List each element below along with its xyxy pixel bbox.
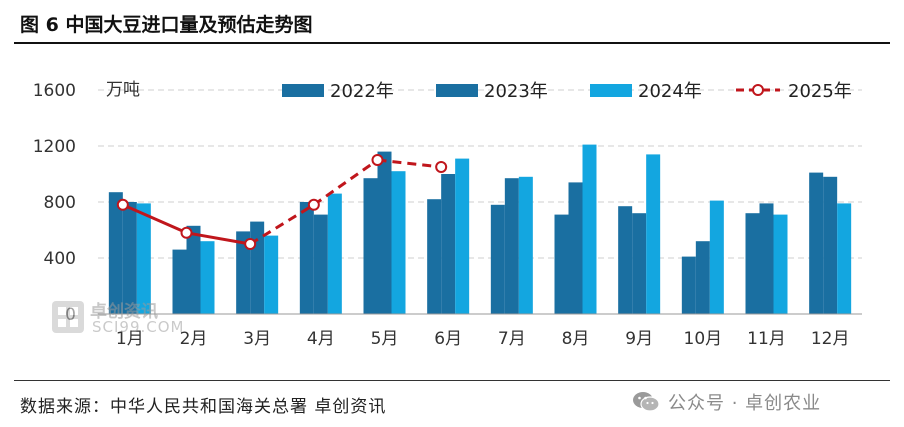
- x-tick-label: 1月: [116, 329, 144, 349]
- legend-label: 2024年: [638, 81, 702, 102]
- line-segment: [377, 158, 442, 169]
- legend-swatch: [282, 84, 324, 97]
- bar-2024年-2月: [200, 241, 215, 314]
- bars: [108, 144, 852, 314]
- chart-watermark: 卓创资讯 SCI99.COM: [50, 297, 220, 339]
- bar-2023年-11月: [759, 203, 774, 314]
- bar-2022年-4月: [299, 202, 314, 314]
- x-tick-label: 12月: [811, 329, 850, 349]
- bar-2022年-1月: [108, 192, 123, 314]
- line-point: [307, 198, 320, 211]
- footer-divider: [14, 380, 890, 381]
- y-axis: 040080012001600: [33, 81, 76, 325]
- line-segment: [312, 158, 379, 207]
- unit-label: 万吨: [106, 80, 140, 100]
- legend-label: 2025年: [788, 81, 852, 102]
- figure-title: 图 6 中国大豆进口量及预估走势图: [20, 14, 313, 36]
- legend-marker: [752, 84, 764, 96]
- x-tick-label: 11月: [747, 329, 786, 349]
- x-tick-label: 6月: [434, 329, 462, 349]
- line-segment: [249, 203, 315, 246]
- title-divider: [14, 42, 890, 44]
- line-point: [244, 238, 257, 250]
- line-segment: [186, 231, 251, 246]
- footer-watermark: 公众号 · 卓创农业: [632, 388, 821, 416]
- line-point: [180, 226, 193, 239]
- bar-2022年-9月: [618, 206, 633, 314]
- x-tick-label: 10月: [684, 329, 723, 349]
- line-point: [116, 198, 129, 211]
- gridlines: [98, 89, 862, 259]
- legend-label: 2023年: [484, 81, 548, 102]
- bar-2023年-9月: [632, 213, 647, 314]
- x-tick-label: 5月: [371, 329, 399, 349]
- chart: 040080012001600 1月2月3月4月5月6月7月8月9月10月11月…: [33, 80, 862, 349]
- bar-2023年-10月: [695, 241, 710, 314]
- watermark-name: 卓创资讯: [90, 302, 158, 322]
- x-tick-label: 3月: [243, 329, 271, 349]
- legend-swatch: [590, 84, 632, 97]
- line-point: [371, 154, 384, 166]
- bar-2022年-12月: [809, 172, 824, 314]
- legend: 2022年 2023年 2024年 2025年: [282, 81, 852, 102]
- line-series: [116, 154, 448, 250]
- bar-2023年-8月: [568, 182, 583, 314]
- bar-2024年-7月: [518, 176, 533, 314]
- x-tick-label: 7月: [498, 329, 526, 349]
- bar-2024年-4月: [327, 193, 342, 314]
- legend-label: 2022年: [330, 81, 394, 102]
- logo-icon: [52, 301, 84, 333]
- bar-2024年-5月: [391, 171, 406, 314]
- bar-2023年-4月: [313, 214, 328, 314]
- bar-2023年-6月: [441, 174, 456, 314]
- title-bar: 图 6 中国大豆进口量及预估走势图: [0, 0, 904, 44]
- y-tick-label: 1200: [33, 137, 76, 157]
- x-tick-label: 2月: [180, 329, 208, 349]
- line-segment: [122, 203, 188, 235]
- bar-2022年-10月: [681, 256, 696, 314]
- watermark-domain: SCI99.COM: [92, 318, 185, 336]
- bar-2023年-7月: [504, 178, 519, 314]
- bar-2022年-7月: [490, 204, 505, 314]
- bar-2022年-6月: [427, 199, 442, 314]
- bar-2023年-2月: [186, 225, 201, 314]
- bar-2024年-12月: [837, 203, 852, 314]
- bar-2022年-8月: [554, 214, 569, 314]
- bar-2024年-3月: [264, 235, 279, 314]
- legend-swatch: [436, 84, 478, 97]
- bar-2023年-12月: [823, 176, 838, 314]
- y-tick-label: 400: [44, 249, 76, 269]
- bar-2024年-1月: [136, 203, 151, 314]
- bar-2024年-10月: [709, 200, 724, 314]
- bar-2024年-11月: [773, 214, 788, 314]
- bar-2024年-9月: [646, 154, 661, 314]
- bar-2023年-3月: [250, 221, 265, 314]
- source-note: 数据来源：中华人民共和国海关总署 卓创资讯: [20, 397, 387, 417]
- footer-watermark-text: 公众号 · 卓创农业: [668, 393, 822, 414]
- wechat-icon: [633, 392, 660, 412]
- x-tick-label: 4月: [307, 329, 335, 349]
- bar-2024年-6月: [455, 158, 470, 314]
- y-tick-label: 800: [44, 193, 76, 213]
- bar-2022年-11月: [745, 213, 760, 314]
- line-point: [435, 161, 448, 173]
- y-tick-label: 1600: [33, 81, 76, 101]
- x-axis: 1月 2月 3月 4月 5月 6月 7月 8月 9月 10月 11月 12月: [98, 313, 862, 349]
- bar-2023年-5月: [377, 151, 392, 314]
- x-tick-label: 8月: [562, 329, 590, 349]
- bar-2023年-1月: [122, 202, 137, 314]
- x-tick-label: 9月: [625, 329, 653, 349]
- bar-2024年-8月: [582, 144, 597, 314]
- bar-2022年-5月: [363, 178, 378, 314]
- bar-2022年-2月: [172, 249, 187, 314]
- bar-2022年-3月: [236, 231, 251, 314]
